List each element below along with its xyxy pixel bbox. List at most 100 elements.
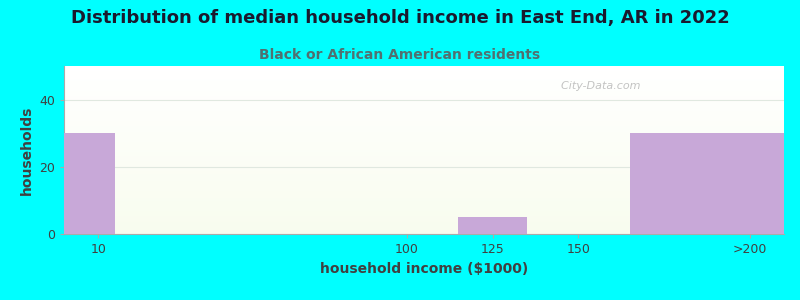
Bar [64,98,784,99]
Bar [64,185,784,186]
Bar [64,72,784,73]
Bar [64,204,784,205]
Bar [64,162,784,163]
Bar [64,193,784,194]
Bar [64,181,784,182]
Bar [64,199,784,200]
Bar [64,166,784,167]
Bar [64,84,784,85]
Bar [64,69,784,70]
Bar [64,124,784,125]
Bar [64,103,784,104]
Bar [64,227,784,228]
Bar [64,71,784,72]
Bar [64,167,784,168]
Bar [64,135,784,136]
Bar [64,157,784,158]
Bar [64,121,784,122]
Bar [64,81,784,82]
Bar [64,123,784,124]
Bar [64,100,784,101]
Bar [64,85,784,86]
Bar [64,153,784,154]
Bar [64,148,784,149]
Bar [64,161,784,162]
Bar [64,171,784,172]
Bar [64,198,784,199]
Bar [64,223,784,224]
Bar [64,191,784,192]
Bar [64,92,784,93]
Bar [64,225,784,226]
Bar [64,145,784,146]
Bar [64,216,784,217]
Bar [64,178,784,179]
Bar [64,139,784,140]
Bar [64,180,784,181]
Bar [630,133,784,234]
Bar [64,149,784,150]
Bar [64,122,784,123]
Bar [64,233,784,234]
Bar [64,211,784,212]
Bar [64,108,784,109]
Bar [64,196,784,197]
Bar [64,102,784,103]
Bar [64,147,784,148]
Bar [64,99,784,100]
Bar [64,68,784,69]
Bar [64,165,784,166]
Bar [64,77,784,78]
Bar [64,186,784,187]
Bar [64,173,784,174]
Bar [64,70,784,71]
Bar [64,175,784,176]
Bar [64,120,784,121]
Bar [64,151,784,152]
Bar [64,112,784,113]
Bar [64,118,784,119]
Bar [64,141,784,142]
Bar [64,229,784,230]
Bar [64,200,784,201]
Bar [64,219,784,220]
Bar [64,213,784,214]
Bar [64,111,784,112]
Bar [64,131,784,132]
Bar [64,222,784,223]
Bar [64,73,784,74]
Bar [64,116,784,117]
Bar [64,163,784,164]
Bar [64,190,784,191]
Bar [64,107,784,108]
Bar [64,184,784,185]
Bar [64,214,784,215]
Bar [64,154,784,155]
Bar [64,169,784,170]
Bar [64,194,784,195]
Bar [64,100,784,101]
Bar [64,75,784,76]
Bar [64,224,784,225]
Bar [64,176,784,177]
Bar [64,160,784,161]
Text: Distribution of median household income in East End, AR in 2022: Distribution of median household income … [70,9,730,27]
Bar [64,206,784,207]
Bar [64,215,784,216]
Bar [64,105,784,106]
Bar [64,168,784,169]
Bar [64,106,784,107]
Bar [64,208,784,209]
Y-axis label: households: households [19,105,34,195]
Bar [64,109,784,110]
Bar [64,136,784,137]
Bar [64,203,784,204]
Bar [64,192,784,193]
Bar [64,174,784,175]
Bar [64,117,784,118]
Bar [64,134,784,135]
Bar [64,87,784,88]
Bar [64,159,784,160]
Bar [64,189,784,190]
Bar [64,76,784,77]
